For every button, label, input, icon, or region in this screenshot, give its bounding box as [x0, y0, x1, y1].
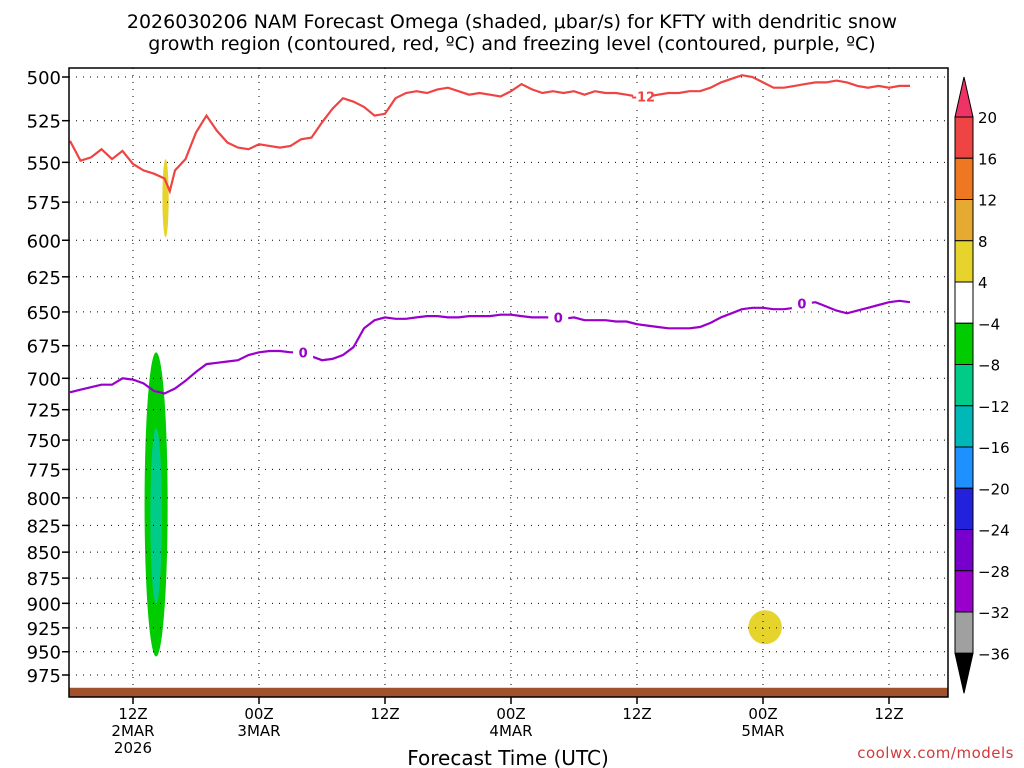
colorbar-top-arrow [954, 76, 974, 118]
contour-label-bg-0 [633, 88, 654, 105]
y-tick-label-925: 925 [27, 619, 61, 640]
colorbar-bin-1 [954, 116, 974, 159]
colorbar-bin-9 [954, 446, 974, 489]
colorbar-bin-5 [954, 281, 974, 324]
colorbar-label-3: 8 [978, 233, 988, 251]
x-tick-label-6-2: 2026 [114, 739, 152, 757]
x-tick-label-54-0: 12Z [622, 705, 651, 723]
colorbar-bin-11 [954, 529, 974, 572]
colorbar-label-5: −4 [978, 315, 1000, 333]
axes-layer: 500 525 550 575 600 625 650 675 700 725 750 775 800 8… [27, 67, 949, 757]
x-tick-label-30-0: 12Z [370, 705, 399, 723]
contour-label-bg-3 [791, 295, 812, 312]
colorbar: 20 16 12 8 4 −4 −8 −12 −16 −20 −24 −28 −32 −36 [954, 76, 1010, 694]
colorbar-bin-8 [954, 405, 974, 448]
plot-frame [68, 67, 949, 698]
y-tick-label-825: 825 [27, 516, 61, 537]
contour-label-1: 0 [299, 346, 308, 361]
colorbar-label-4: 4 [978, 274, 988, 292]
x-tick-label-78-0: 12Z [874, 705, 903, 723]
colorbar-label-11: −28 [978, 563, 1010, 581]
x-tick-label-6-1: 2MAR [111, 722, 154, 740]
colorbar-label-7: −12 [978, 398, 1010, 416]
x-tick-label-42-0: 00Z [496, 705, 525, 723]
colorbar-label-13: −36 [978, 645, 1010, 663]
y-tick-label-750: 750 [27, 431, 61, 452]
y-tick-label-875: 875 [27, 569, 61, 590]
y-tick-label-900: 900 [27, 594, 61, 615]
colorbar-bin-4 [954, 240, 974, 283]
x-tick-label-66-0: 00Z [748, 705, 777, 723]
contour-line-1 [69, 299, 911, 395]
contour-line-0 [69, 74, 910, 195]
y-tick-label-975: 975 [27, 666, 61, 687]
colorbar-bin-6 [954, 322, 974, 365]
colorbar-label-2: 12 [978, 192, 997, 210]
colorbar-bin-2 [954, 157, 974, 200]
colorbar-bin-13 [954, 611, 974, 654]
y-tick-label-725: 725 [27, 401, 61, 422]
x-tick-label-42-1: 4MAR [489, 722, 532, 740]
grid-layer [69, 68, 948, 697]
y-tick-label-775: 775 [27, 460, 61, 481]
colorbar-label-0: 20 [978, 109, 997, 127]
y-tick-label-850: 850 [27, 543, 61, 564]
x-tick-label-66-1: 5MAR [741, 722, 784, 740]
watermark: coolwx.com/models [857, 744, 1014, 762]
x-tick-label-18-1: 3MAR [237, 722, 280, 740]
colorbar-label-1: 16 [978, 150, 997, 168]
x-axis-label: Forecast Time (UTC) [407, 746, 609, 768]
y-tick-label-950: 950 [27, 643, 61, 664]
colorbar-label-12: −32 [978, 604, 1010, 622]
contour-label-0: -12 [632, 90, 656, 105]
contour-label-2: 0 [554, 311, 563, 326]
x-tick-label-6-0: 12Z [118, 705, 147, 723]
colorbar-bin-7 [954, 364, 974, 407]
y-tick-label-575: 575 [27, 193, 61, 214]
shaded-region-1 [150, 428, 162, 604]
colorbar-label-9: −20 [978, 480, 1010, 498]
colorbar-bin-10 [954, 487, 974, 530]
y-tick-label-800: 800 [27, 489, 61, 510]
contour-lines-layer: -12 0 0 0 [69, 74, 911, 395]
colorbar-label-6: −8 [978, 357, 1000, 375]
shaded-region-2 [162, 159, 169, 238]
y-tick-label-600: 600 [27, 231, 61, 252]
colorbar-bin-3 [954, 199, 974, 242]
colorbar-label-8: −16 [978, 439, 1010, 457]
terrain-fill [69, 687, 948, 697]
y-tick-label-700: 700 [27, 369, 61, 390]
terrain-layer [69, 687, 948, 697]
colorbar-bin-12 [954, 570, 974, 613]
y-tick-label-625: 625 [27, 268, 61, 289]
contour-label-3: 0 [797, 298, 806, 313]
y-tick-label-525: 525 [27, 112, 61, 133]
contour-label-bg-1 [293, 344, 314, 361]
y-tick-label-500: 500 [27, 68, 61, 89]
y-tick-label-550: 550 [27, 153, 61, 174]
y-tick-label-650: 650 [27, 303, 61, 324]
colorbar-bottom-arrow [954, 652, 974, 694]
colorbar-label-10: −24 [978, 522, 1010, 540]
shaded-region-3 [748, 610, 782, 645]
chart-title-line-1: 2026030206 NAM Forecast Omega (shaded, μ… [126, 11, 898, 33]
omega-shading-layer [144, 159, 782, 657]
y-tick-label-675: 675 [27, 337, 61, 358]
x-tick-label-18-0: 00Z [244, 705, 273, 723]
chart-title-line-2: growth region (contoured, red, ºC) and f… [148, 33, 876, 55]
contour-label-bg-2 [548, 309, 569, 326]
